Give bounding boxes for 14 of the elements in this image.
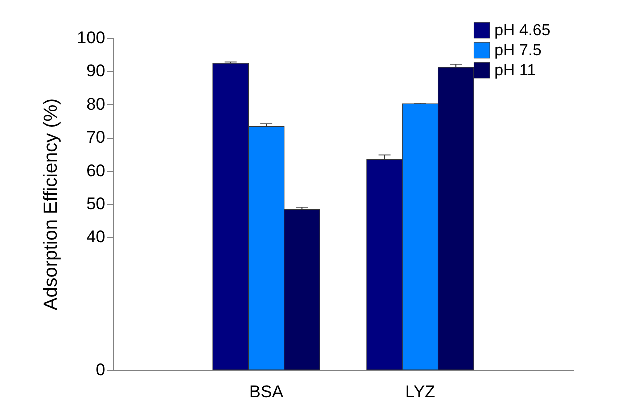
- y-tick-label: 50: [86, 194, 106, 214]
- y-tick-label: 40: [86, 228, 106, 247]
- y-tick-label: 100: [77, 28, 106, 48]
- x-tick-label: BSA: [250, 382, 284, 402]
- legend-label: pH 11: [494, 62, 536, 80]
- x-tick-label: LYZ: [406, 382, 436, 402]
- y-tick-label: 60: [86, 161, 106, 180]
- y-tick-label: 70: [86, 128, 106, 148]
- y-axis-title: Adsorption Efficiency (%): [41, 98, 62, 310]
- y-tick-label: 0: [96, 360, 106, 380]
- y-tick-label: 80: [86, 94, 106, 114]
- y-tick-label: 90: [86, 62, 106, 81]
- legend-label: pH 7.5: [494, 42, 542, 60]
- legend-label: pH 4.65: [494, 22, 551, 40]
